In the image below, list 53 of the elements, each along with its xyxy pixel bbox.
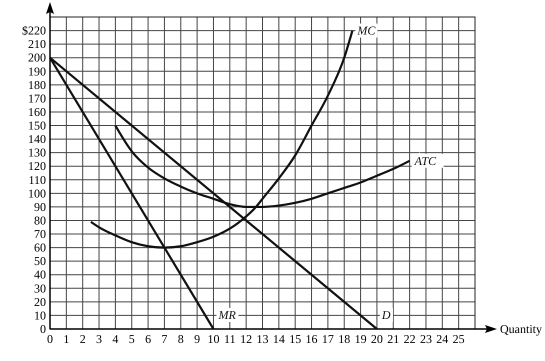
x-tick-label: 19 (354, 332, 367, 346)
x-tick-label: 9 (194, 332, 200, 346)
y-tick-label: 40 (34, 268, 46, 282)
y-tick-label: $220 (22, 24, 46, 38)
y-tick-label: 50 (34, 254, 46, 268)
y-tick-label: 20 (34, 294, 46, 309)
y-tick-label: 10 (34, 308, 46, 322)
x-tick-label: 18 (338, 332, 350, 346)
x-tick-label: 24 (436, 332, 448, 346)
y-tick-label: 150 (28, 118, 46, 133)
y-tick-label: 80 (34, 213, 46, 228)
y-tick-label: 160 (28, 104, 46, 119)
x-tick-label: 17 (322, 332, 334, 346)
x-tick-label: 16 (306, 332, 318, 346)
y-tick-label: 110 (28, 172, 46, 187)
y-tick-label: 200 (28, 50, 46, 65)
x-tick-label: 11 (224, 332, 236, 346)
y-tick-label: 90 (34, 200, 46, 214)
x-tick-label: 25 (452, 332, 465, 346)
x-tick-label: 5 (128, 332, 135, 346)
x-tick-label: 21 (387, 332, 400, 346)
x-tick-label: 20 (370, 332, 383, 346)
x-tick-label: 8 (178, 332, 184, 346)
y-tick-label: 100 (28, 186, 46, 200)
y-tick-label: 210 (28, 37, 46, 52)
x-tick-label: 10 (207, 332, 220, 346)
y-tick-label: 30 (34, 281, 46, 296)
y-tick-label: 140 (28, 132, 46, 146)
x-tick-label: 14 (272, 332, 285, 346)
y-tick-label: 190 (28, 64, 46, 78)
y-tick-label: 170 (28, 91, 46, 106)
series-label: MC (356, 24, 376, 38)
y-tick-label: 70 (34, 227, 46, 242)
x-tick-label: 12 (240, 332, 252, 346)
y-tick-label: 0 (40, 322, 46, 336)
x-tick-label: 15 (289, 332, 302, 346)
x-tick-label: 22 (404, 332, 416, 346)
series-label: MR (217, 308, 236, 322)
x-tick-label: 1 (63, 332, 70, 346)
x-tick-label: 6 (145, 332, 152, 346)
x-tick-label: 23 (420, 332, 432, 346)
series-label: ATC (414, 154, 438, 168)
y-tick-label: 60 (34, 240, 46, 255)
x-tick-label: 2 (80, 332, 86, 346)
y-tick-label: 130 (28, 146, 46, 160)
x-axis-title: Quantity (500, 322, 542, 336)
y-tick-label: 180 (28, 78, 46, 92)
x-tick-label: 7 (161, 332, 168, 346)
series-label: D (380, 308, 391, 322)
y-tick-label: 120 (28, 159, 46, 174)
x-tick-label: 13 (256, 332, 268, 346)
x-tick-label: 3 (96, 332, 102, 346)
x-tick-label: 4 (112, 332, 118, 346)
